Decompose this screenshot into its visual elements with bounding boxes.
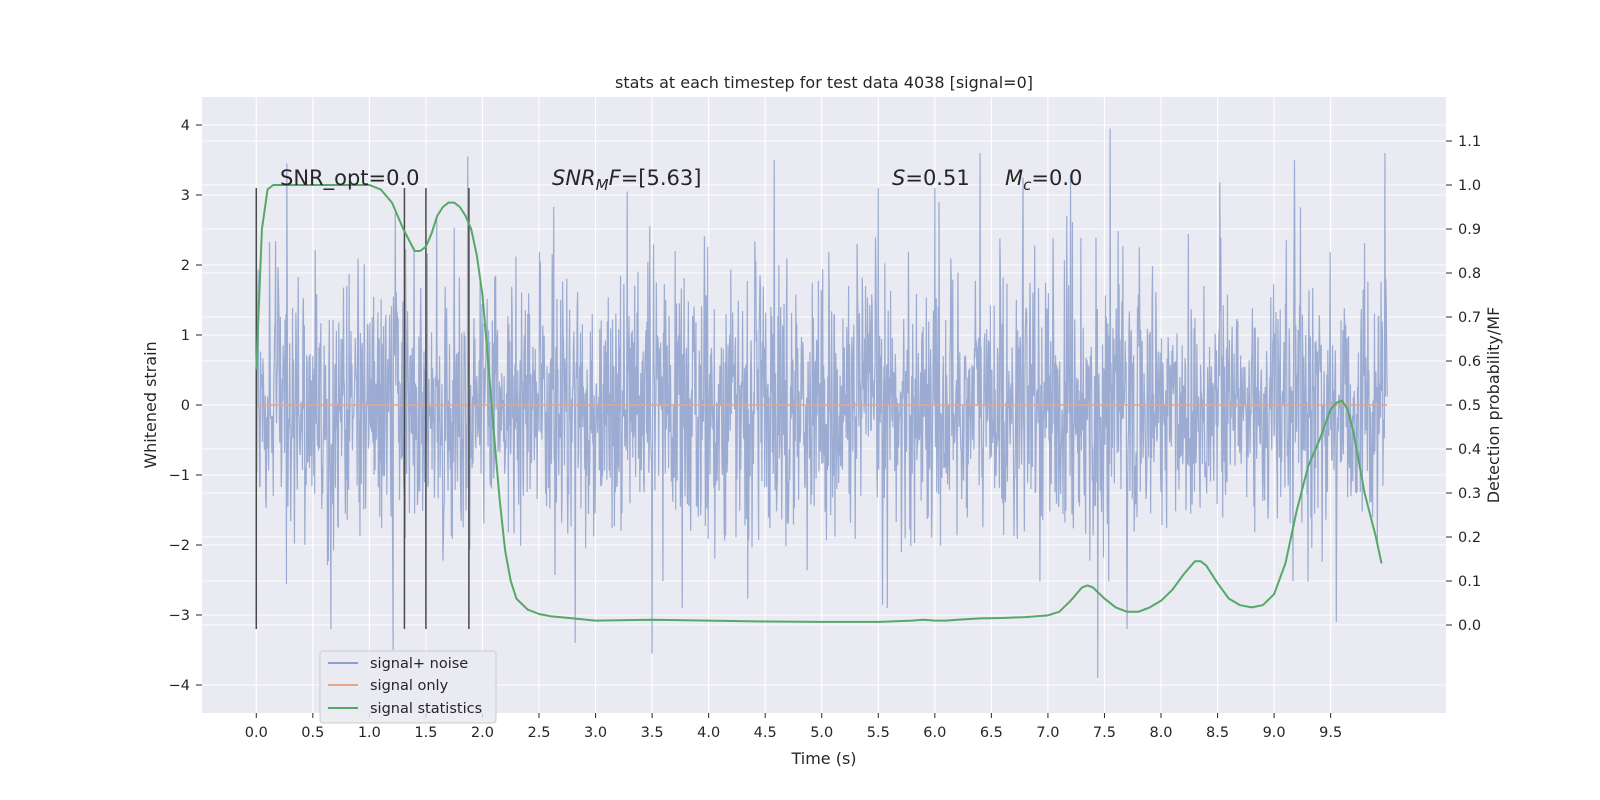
chart-title: stats at each timestep for test data 403… bbox=[615, 73, 1033, 92]
y-left-tick-label-3: −1 bbox=[169, 468, 190, 484]
x-tick-label-6: 3.0 bbox=[584, 725, 607, 741]
y-left-tick-label-7: 3 bbox=[181, 188, 190, 204]
signal-statistics-line bbox=[255, 184, 1383, 623]
x-tick-label-5: 2.5 bbox=[527, 725, 550, 741]
y-right-tick-label-11: 1.1 bbox=[1458, 134, 1481, 150]
y-right-tick-label-7: 0.7 bbox=[1458, 310, 1481, 326]
legend-label-signal-only: signal only bbox=[370, 678, 449, 694]
y-left-axis-ticks: −4 −3 −2 −1 0 1 2 3 4 bbox=[169, 118, 202, 694]
y-right-tick-label-6: 0.6 bbox=[1458, 354, 1481, 370]
x-tick-label-10: 5.0 bbox=[810, 725, 833, 741]
x-tick-label-0: 0.0 bbox=[245, 725, 268, 741]
annotations: SNR_opt=0.0 SNRMF=[5.63] S=0.51 Mc=0.0 bbox=[280, 166, 1082, 194]
series-signal-noise bbox=[255, 128, 1388, 679]
annotation-mc: Mc=0.0 bbox=[1005, 166, 1082, 194]
y-right-tick-label-0: 0.0 bbox=[1458, 618, 1481, 634]
y-left-tick-label-1: −3 bbox=[169, 608, 190, 624]
y-left-tick-label-8: 4 bbox=[181, 118, 190, 134]
x-tick-label-9: 4.5 bbox=[754, 725, 777, 741]
y-left-tick-label-4: 0 bbox=[181, 398, 190, 414]
x-tick-label-11: 5.5 bbox=[867, 725, 890, 741]
y-right-tick-label-4: 0.4 bbox=[1458, 442, 1481, 458]
x-tick-label-12: 6.0 bbox=[923, 725, 946, 741]
annotation-snr-mf: SNRMF=[5.63] bbox=[552, 166, 701, 194]
y-right-tick-label-10: 1.0 bbox=[1458, 178, 1481, 194]
x-tick-label-14: 7.0 bbox=[1036, 725, 1059, 741]
x-axis-label: Time (s) bbox=[790, 749, 856, 768]
y-right-tick-label-3: 0.3 bbox=[1458, 486, 1481, 502]
legend-box bbox=[319, 650, 497, 724]
y-right-tick-label-2: 0.2 bbox=[1458, 530, 1481, 546]
y-right-tick-label-5: 0.5 bbox=[1458, 398, 1481, 414]
annotation-snr-opt: SNR_opt=0.0 bbox=[280, 166, 420, 191]
y-left-axis-label: Whitened strain bbox=[141, 341, 160, 468]
signal-noise-trace bbox=[255, 128, 1388, 679]
legend: signal+ noise signal only signal statist… bbox=[319, 650, 497, 724]
y-right-tick-label-8: 0.8 bbox=[1458, 266, 1481, 282]
y-left-tick-label-5: 1 bbox=[181, 328, 190, 344]
x-tick-label-3: 1.5 bbox=[414, 725, 437, 741]
x-tick-label-19: 9.5 bbox=[1319, 725, 1342, 741]
x-tick-label-17: 8.5 bbox=[1206, 725, 1229, 741]
y-right-tick-label-9: 0.9 bbox=[1458, 222, 1481, 238]
x-tick-label-8: 4.0 bbox=[697, 725, 720, 741]
x-tick-label-13: 6.5 bbox=[980, 725, 1003, 741]
event-markers bbox=[255, 188, 470, 629]
x-tick-label-1: 0.5 bbox=[301, 725, 324, 741]
y-right-tick-label-1: 0.1 bbox=[1458, 574, 1481, 590]
x-tick-label-7: 3.5 bbox=[641, 725, 664, 741]
series-signal-statistics bbox=[255, 184, 1383, 623]
y-right-axis-ticks: 0.0 0.1 0.2 0.3 0.4 0.5 0.6 0.7 0.8 0.9 1.0 1.1 bbox=[1446, 134, 1481, 634]
annotation-s: S=0.51 bbox=[892, 166, 970, 190]
x-tick-label-4: 2.0 bbox=[471, 725, 494, 741]
y-left-tick-label-6: 2 bbox=[181, 258, 190, 274]
x-tick-label-2: 1.0 bbox=[358, 725, 381, 741]
y-right-axis-label: Detection probability/MF bbox=[1484, 307, 1503, 504]
x-tick-label-18: 9.0 bbox=[1263, 725, 1286, 741]
x-tick-label-16: 8.0 bbox=[1149, 725, 1172, 741]
legend-label-signal-noise: signal+ noise bbox=[370, 656, 468, 672]
y-left-tick-label-2: −2 bbox=[169, 538, 190, 554]
x-axis-ticks: 0.0 0.5 1.0 1.5 2.0 2.5 3.0 3.5 4.0 4.5 5.0 5.5 6.0 6… bbox=[245, 713, 1342, 741]
y-left-tick-label-0: −4 bbox=[169, 678, 190, 694]
x-tick-label-15: 7.5 bbox=[1093, 725, 1116, 741]
legend-label-signal-statistics: signal statistics bbox=[370, 701, 482, 717]
